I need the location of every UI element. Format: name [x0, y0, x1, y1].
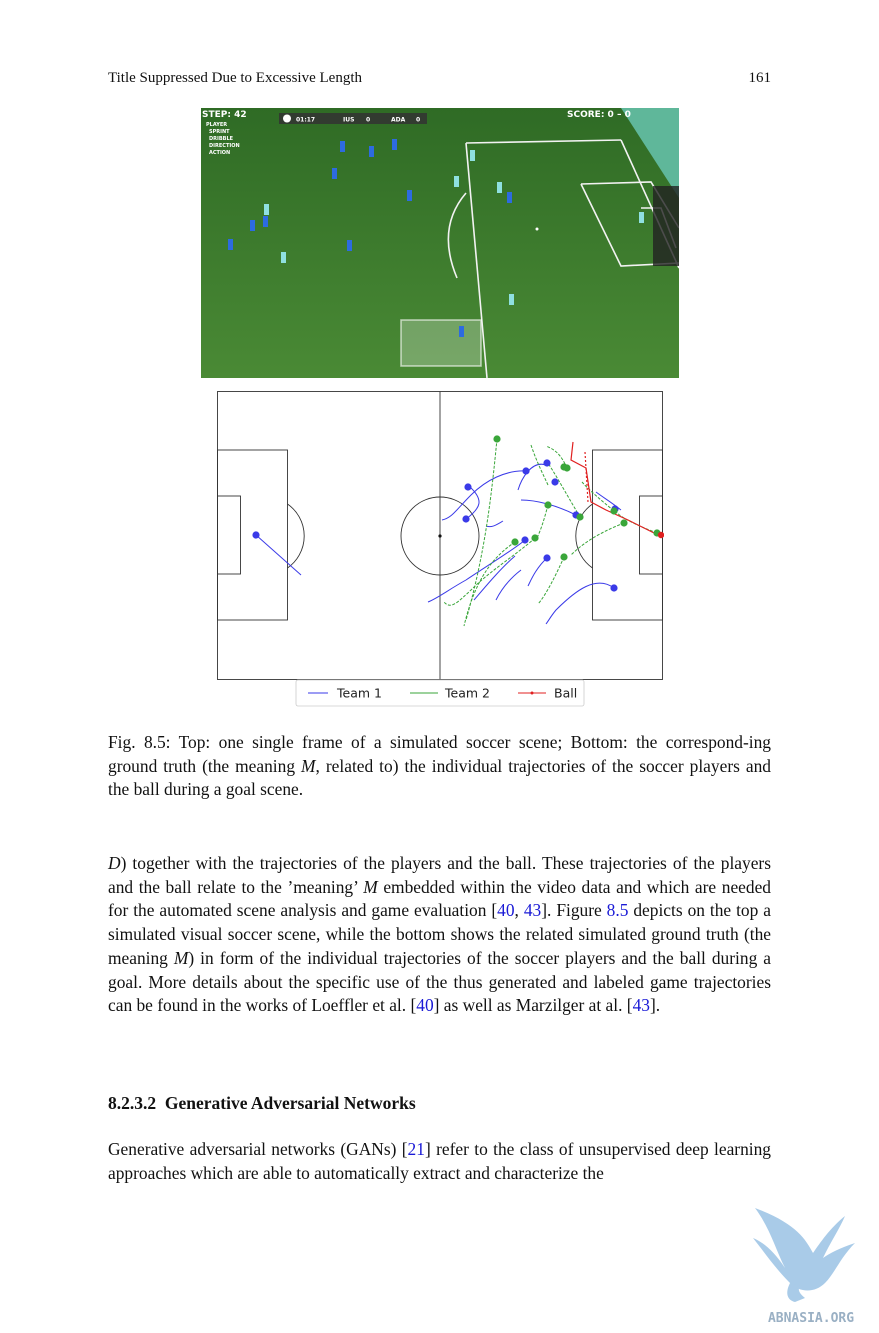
bird-icon [753, 1208, 855, 1302]
ball-marker [657, 531, 664, 539]
citation-link[interactable]: 40 [416, 995, 434, 1016]
team2-player-marker [544, 501, 552, 509]
running-head: Title Suppressed Due to Excessive Length… [108, 70, 771, 92]
team2-player-marker [511, 538, 519, 546]
ball-icon [283, 114, 291, 123]
figure-caption: Fig. 8.5: Top: one single frame of a sim… [108, 732, 771, 799]
team1-player-marker [543, 459, 551, 467]
team2-player-marker [610, 507, 618, 515]
body-paragraph-1: D) together with the trajectories of the… [108, 853, 771, 1016]
team1-trajectories [255, 463, 622, 625]
team-right-score: 0 [416, 117, 420, 124]
score-readout: SCORE: 0 – 0 [567, 110, 631, 120]
ball [535, 227, 539, 231]
team2-player-marker [620, 519, 628, 527]
team2-player-marker [493, 435, 501, 443]
team1-markers [252, 459, 619, 592]
team1-player-marker [522, 467, 530, 475]
match-clock: 01:17 [296, 117, 315, 124]
team1-player-marker [462, 515, 470, 523]
legend-team1: Team 1 [336, 686, 382, 701]
page-number: 161 [748, 70, 772, 86]
watermark-text: ABNASIA.ORG [768, 1311, 854, 1326]
team1-player-marker [464, 483, 472, 491]
team2-player-marker [576, 513, 584, 521]
team2-markers [493, 435, 661, 561]
hud-label: SPRINT [209, 129, 230, 135]
team-left-score: 0 [366, 117, 370, 124]
hud-label: DRIBBLE [209, 136, 234, 142]
scoreboard-bar [279, 113, 427, 124]
team1-player-marker [521, 536, 529, 544]
team-left-name: IUS [343, 117, 354, 124]
citation-link[interactable]: 40 [497, 900, 515, 921]
team1-player-marker [252, 531, 260, 539]
body-paragraph-2: Generative adversarial networks (GANs) [… [108, 1139, 771, 1183]
trajectory-plot: Team 1 Team 2 Ball [217, 391, 664, 707]
players-team1 [228, 139, 512, 337]
step-readout: STEP: 42 [202, 110, 247, 120]
section-heading: 8.2.3.2 Generative Adversarial Networks [108, 1093, 416, 1113]
players-team2 [264, 150, 644, 305]
ball-trajectory [570, 441, 659, 536]
hud-label: ACTION [209, 150, 230, 156]
team2-player-marker [560, 553, 568, 561]
hud-label: PLAYER [206, 122, 227, 128]
simulated-game-frame: STEP: 42 PLAYER SPRINT DRIBBLE DIRECTION… [201, 108, 679, 378]
team1-player-marker [543, 554, 551, 562]
team1-player-marker [610, 584, 618, 592]
figure-link[interactable]: 8.5 [606, 900, 629, 921]
team2-player-marker [563, 464, 571, 472]
team1-player-marker [551, 478, 559, 486]
citation-link[interactable]: 21 [407, 1139, 425, 1159]
watermark-logo: ABNASIA.ORG [753, 1208, 855, 1326]
running-title: Title Suppressed Due to Excessive Length [108, 70, 362, 86]
citation-link[interactable]: 43 [523, 900, 542, 921]
team2-player-marker [531, 534, 539, 542]
team-right-name: ADA [391, 117, 406, 124]
hud: STEP: 42 PLAYER SPRINT DRIBBLE DIRECTION… [202, 110, 631, 156]
legend-ball: Ball [554, 686, 577, 701]
hud-label: DIRECTION [209, 143, 240, 149]
citation-link[interactable]: 43 [632, 995, 650, 1016]
legend: Team 1 Team 2 Ball [295, 679, 585, 707]
legend-team2: Team 2 [444, 686, 490, 701]
